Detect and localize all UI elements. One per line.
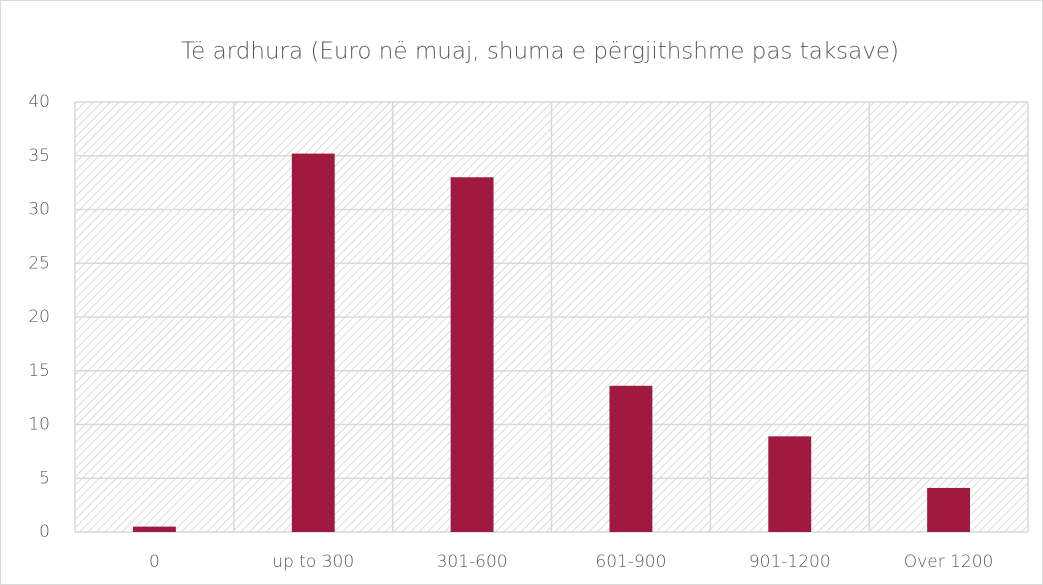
x-tick-label: 0 xyxy=(149,552,160,572)
bar xyxy=(609,385,653,532)
x-tick-label: Over 1200 xyxy=(904,552,994,572)
y-tick-label: 25 xyxy=(28,253,50,273)
bar xyxy=(768,436,812,532)
y-tick-label: 10 xyxy=(28,415,50,435)
y-tick-label: 20 xyxy=(28,307,50,327)
bar xyxy=(132,526,176,532)
x-tick-label: 601-900 xyxy=(595,552,666,572)
y-tick-label: 0 xyxy=(39,522,50,542)
y-tick-label: 40 xyxy=(28,92,50,112)
bar xyxy=(927,487,971,532)
y-tick-label: 30 xyxy=(28,200,50,220)
y-tick-label: 35 xyxy=(28,146,50,166)
y-tick-label: 5 xyxy=(39,468,50,488)
bar xyxy=(450,177,494,532)
x-tick-label: up to 300 xyxy=(272,552,354,572)
chart-title: Të ardhura (Euro në muaj, shuma e përgji… xyxy=(181,39,899,65)
bar xyxy=(291,153,335,532)
y-tick-label: 15 xyxy=(28,361,50,381)
x-tick-label: 901-1200 xyxy=(749,552,831,572)
x-tick-label: 301-600 xyxy=(437,552,508,572)
